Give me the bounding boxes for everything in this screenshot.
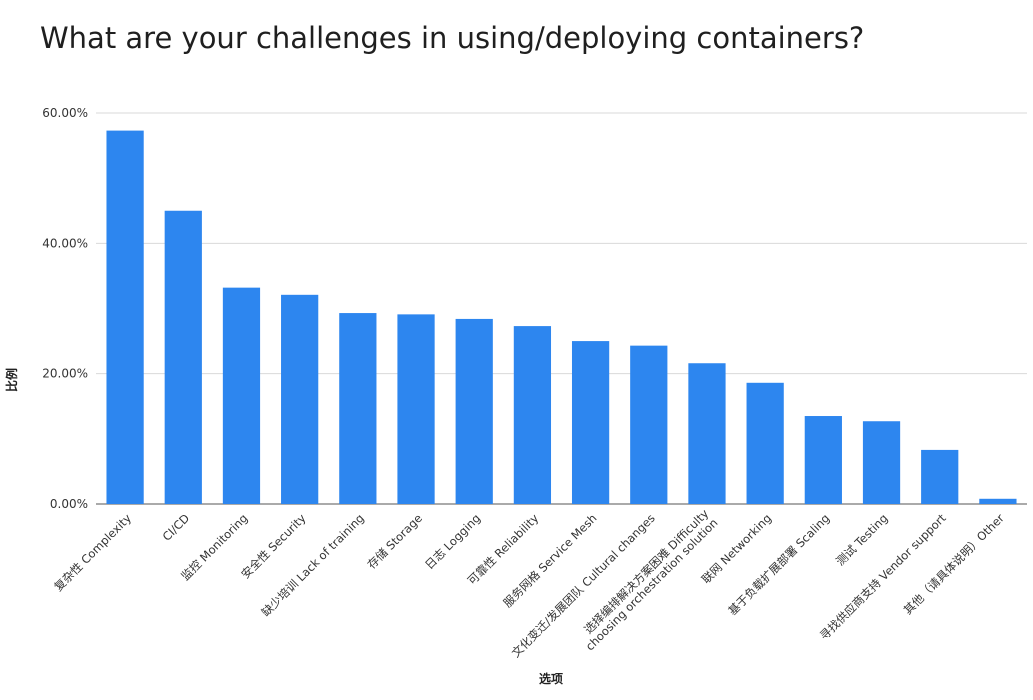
bar bbox=[164, 210, 202, 504]
bar bbox=[921, 449, 959, 504]
x-tick-label: CI/CD bbox=[160, 511, 193, 544]
bar bbox=[746, 382, 784, 504]
bar bbox=[688, 363, 726, 504]
y-axis-ticks: 0.00% 20.00% 40.00% 60.00% bbox=[42, 106, 88, 511]
x-axis-label: 选项 bbox=[539, 671, 563, 686]
bars bbox=[106, 130, 1017, 504]
x-tick-label: 基于负载扩展部署 Scaling bbox=[725, 511, 832, 618]
bar bbox=[339, 313, 377, 504]
x-tick-label: 日志 Logging bbox=[422, 511, 483, 572]
bar bbox=[397, 314, 435, 504]
bar bbox=[281, 294, 319, 504]
x-tick-label: 寻找供应商支持 Vendor support bbox=[817, 511, 949, 643]
bar bbox=[455, 318, 493, 504]
bar bbox=[862, 421, 901, 504]
x-tick-label: 复杂性 Complexity bbox=[51, 511, 134, 594]
y-tick-label: 60.00% bbox=[42, 106, 88, 120]
x-tick-label: 测试 Testing bbox=[833, 511, 890, 568]
chart-title: What are your challenges in using/deploy… bbox=[40, 21, 864, 55]
y-axis-label: 比例 bbox=[4, 368, 19, 392]
bar bbox=[222, 287, 261, 504]
bar bbox=[571, 341, 610, 504]
x-tick-label: 其他（请具体说明）Other bbox=[901, 511, 1007, 617]
y-tick-label: 40.00% bbox=[42, 236, 88, 250]
bar bbox=[630, 345, 668, 504]
y-tick-label: 0.00% bbox=[50, 497, 88, 511]
x-tick-label: 存储 Storage bbox=[364, 511, 425, 572]
x-tick-label: 缺少培训 Lack of training bbox=[259, 511, 367, 619]
bar bbox=[979, 498, 1017, 504]
bar bbox=[804, 416, 842, 504]
bar bbox=[106, 130, 144, 504]
bar bbox=[513, 326, 552, 504]
y-tick-label: 20.00% bbox=[42, 367, 88, 381]
